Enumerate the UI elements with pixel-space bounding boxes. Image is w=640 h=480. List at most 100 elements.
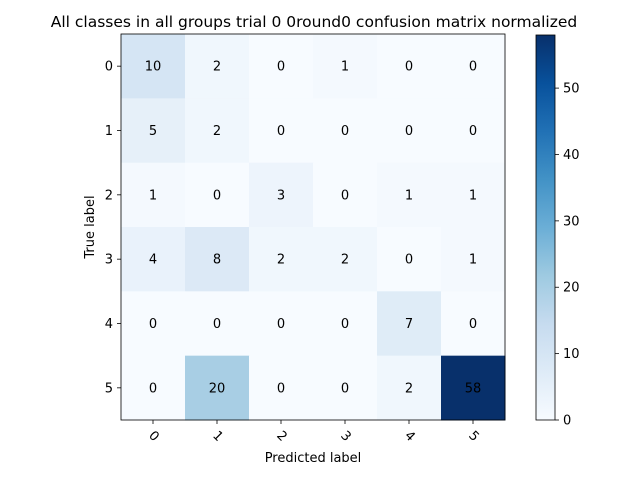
cell-value-label: 0 [469,124,477,139]
cell-value-label: 0 [277,124,285,139]
heatmap-cell [313,98,378,164]
cell-value-label: 2 [277,253,285,268]
heatmap-cell [313,227,378,292]
cell-value-label: 4 [149,253,157,268]
heatmap-cell [121,227,186,292]
x-axis-label: Predicted label [265,451,362,466]
heatmap-cell [121,355,186,421]
heatmap-cell [441,162,506,228]
heatmap-cell [377,98,442,164]
x-tick-label: 0 [145,428,161,444]
cell-value-label: 0 [341,381,349,396]
x-tick-label: 1 [209,428,225,444]
cell-value-label: 2 [213,124,221,139]
heatmap-cell [441,34,506,99]
y-tick-label: 2 [105,188,113,203]
heatmap-cell [185,227,250,292]
cell-value-label: 8 [213,253,221,268]
heatmap-cell [249,227,314,292]
heatmap-cell [121,162,186,228]
y-tick-label: 1 [105,124,113,139]
heatmap-cell [313,34,378,99]
cell-value-label: 1 [469,253,477,268]
colorbar-tick-label: 50 [563,82,580,97]
colorbar-tick-label: 40 [563,148,580,163]
heatmap-cell [377,291,442,357]
y-tick-label: 0 [105,60,113,75]
colorbar-tick-label: 20 [563,281,580,296]
heatmap-cell [377,227,442,292]
cell-value-label: 0 [213,317,221,332]
y-tick-label: 4 [105,317,113,332]
heatmap-cell [121,291,186,357]
cell-value-label: 0 [405,60,413,75]
heatmap-cell [377,355,442,421]
heatmap-cell [185,355,250,421]
cell-value-label: 58 [465,381,482,396]
heatmap-cell [441,227,506,292]
y-tick-label: 5 [105,381,113,396]
heatmap-cell [185,291,250,357]
y-axis-label: True label [83,195,98,259]
cell-value-label: 2 [213,60,221,75]
cell-value-label: 0 [341,124,349,139]
heatmap-cell [249,34,314,99]
heatmap-cell [377,162,442,228]
x-axis-ticks: 0 1 2 3 4 5 [145,420,482,445]
heatmap-cell [313,162,378,228]
colorbar-ticks: 0 10 20 30 40 50 [555,82,580,429]
cell-value-label: 10 [145,60,162,75]
heatmap-cells [121,34,506,421]
cell-value-label: 0 [277,317,285,332]
heatmap-cell [121,34,186,99]
heatmap-cell [441,291,506,357]
cell-value-label: 2 [341,253,349,268]
x-tick-label: 4 [401,428,417,444]
cell-value-label: 0 [149,381,157,396]
plot-frame [120,33,506,421]
heatmap-cell [185,34,250,99]
cell-value-label: 0 [149,317,157,332]
cell-value-label: 20 [209,381,226,396]
cell-value-label: 5 [149,124,157,139]
cell-value-label: 0 [213,188,221,203]
cell-value-label: 1 [341,60,349,75]
cell-value-label: 7 [405,317,413,332]
heatmap-cell [441,98,506,164]
x-tick-label: 5 [465,428,481,444]
cell-value-label: 1 [405,188,413,203]
heatmap-cell [313,291,378,357]
cell-value-label: 0 [341,317,349,332]
cell-value-label: 1 [149,188,157,203]
cell-value-label: 0 [469,317,477,332]
colorbar-tick-label: 0 [563,414,571,429]
cell-value-label: 3 [277,188,285,203]
cell-value-label: 0 [405,253,413,268]
cell-value-label: 0 [277,381,285,396]
heatmap-cell [185,162,250,228]
heatmap-cell [185,98,250,164]
cell-value-label: 0 [277,60,285,75]
heatmap-cell [249,355,314,421]
heatmap-cell [249,291,314,357]
heatmap-cell-labels: 10 2 0 1 0 05 2 0 0 0 01 0 3 0 1 14 8 2 2 0 10 0 0 0 7 00 20 0 0 2 58 [145,60,482,397]
colorbar-tick-label: 10 [563,347,580,362]
cell-value-label: 0 [341,188,349,203]
heatmap-cell [249,98,314,164]
heatmap-cell [377,34,442,99]
heatmap-cell [441,355,506,421]
heatmap-cell [121,98,186,164]
x-tick-label: 2 [273,428,289,444]
chart-title: All classes in all groups trial 0 0round… [51,13,578,31]
heatmap-cell [249,162,314,228]
colorbar [535,34,556,421]
y-tick-label: 3 [105,253,113,268]
colorbar-tick-label: 30 [563,214,580,229]
y-axis-ticks: 0 1 2 3 4 5 [105,60,121,396]
cell-value-label: 0 [405,124,413,139]
heatmap-cell [313,355,378,421]
cell-value-label: 2 [405,381,413,396]
cell-value-label: 0 [469,60,477,75]
cell-value-label: 1 [469,188,477,203]
